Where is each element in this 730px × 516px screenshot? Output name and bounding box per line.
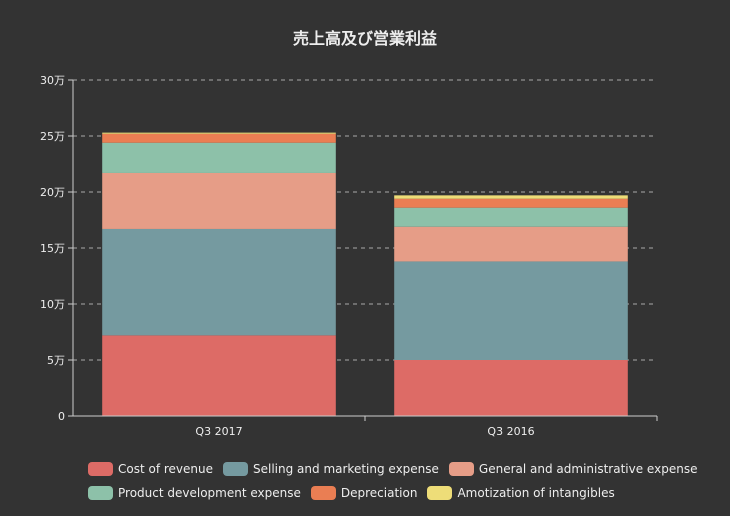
bar-segment — [394, 360, 628, 416]
bar-segment — [102, 132, 336, 134]
bar-segment — [102, 335, 336, 416]
bar-segment — [394, 195, 628, 199]
legend-swatch — [223, 461, 249, 476]
chart-title: 売上高及び営業利益 — [293, 29, 437, 48]
y-tick-label: 0 — [58, 410, 65, 423]
bar-segment — [102, 228, 336, 336]
bar-segment — [102, 142, 336, 173]
legend-label: Amotization of intangibles — [457, 485, 615, 500]
legend-label: Depreciation — [340, 485, 418, 500]
legend-swatch — [427, 485, 453, 500]
bar-segment — [102, 172, 336, 229]
legend-swatch — [88, 461, 113, 476]
legend-label: General and administrative expense — [478, 461, 698, 476]
legend-swatch — [448, 461, 474, 476]
legend-label: Selling and marketing expense — [253, 461, 439, 476]
bar-segment — [394, 226, 628, 262]
y-tick-label: 15万 — [40, 242, 65, 255]
bar-segment — [102, 133, 336, 143]
x-axis-labels: Q3 2017 Q3 2016 — [195, 416, 658, 438]
bars — [102, 132, 628, 416]
bar-segment — [394, 261, 628, 360]
y-tick-label: 30万 — [40, 74, 65, 87]
legend-item[interactable]: General and administrative expense — [448, 461, 698, 476]
legend-label: Cost of revenue — [118, 461, 214, 476]
bar-segment — [394, 198, 628, 208]
legend: Cost of revenue Selling and marketing exp… — [88, 461, 708, 500]
y-tick-label: 20万 — [40, 186, 65, 199]
legend-item[interactable]: Cost of revenue — [88, 461, 213, 476]
x-tick-label: Q3 2016 — [487, 425, 534, 438]
legend-item[interactable]: Amotization of intangibles — [427, 485, 615, 500]
x-tick-label: Q3 2017 — [195, 425, 242, 438]
y-tick-label: 25万 — [40, 130, 65, 143]
y-tick-label: 10万 — [40, 298, 65, 311]
legend-swatch — [88, 485, 113, 500]
bar-segment — [394, 207, 628, 227]
legend-item[interactable]: Product development expense — [88, 485, 301, 500]
y-tick-label: 5万 — [47, 354, 65, 367]
legend-item[interactable]: Depreciation — [310, 485, 418, 500]
y-axis-labels: 0 5万 10万 15万 20万 25万 30万 — [40, 74, 65, 423]
legend-label: Product development expense — [118, 485, 301, 500]
legend-item[interactable]: Selling and marketing expense — [223, 461, 439, 476]
legend-swatch — [310, 485, 336, 500]
